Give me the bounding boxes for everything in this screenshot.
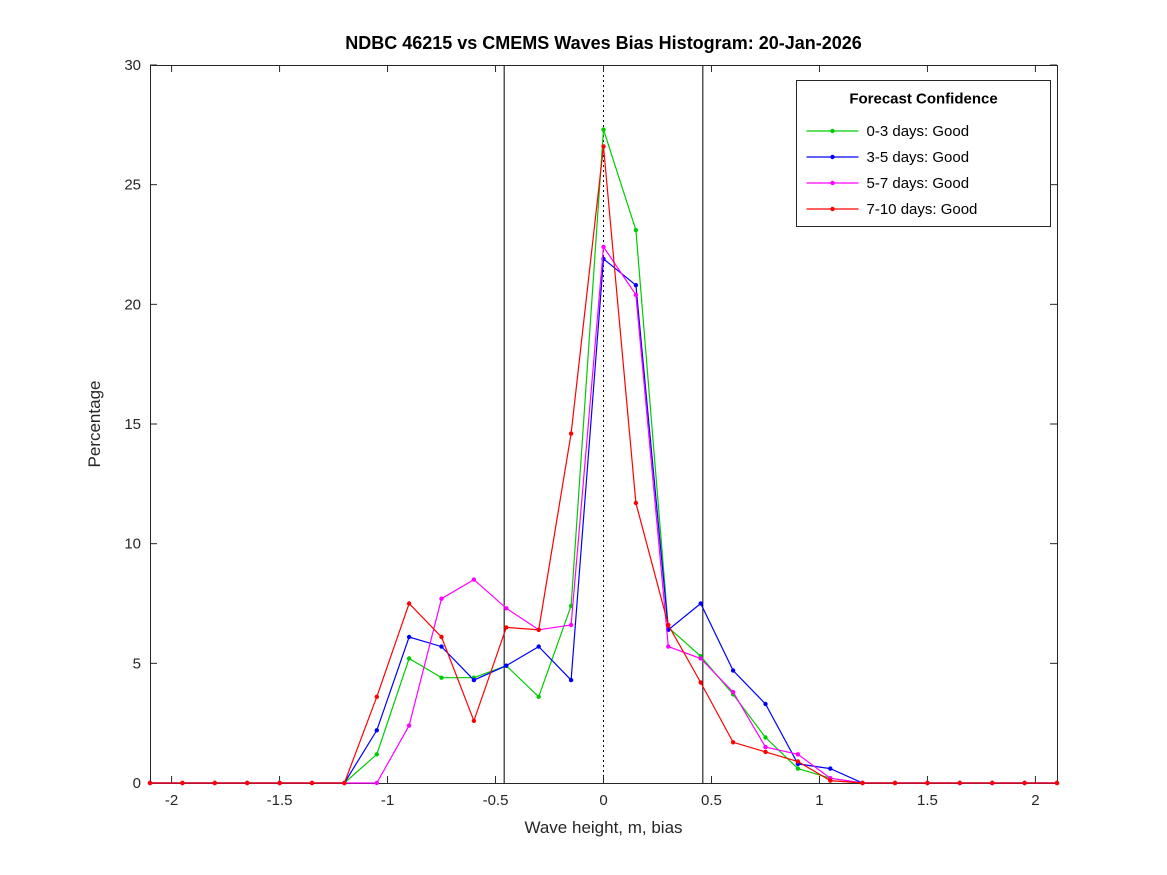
series-marker-1	[406, 634, 412, 640]
series-marker-1	[374, 728, 379, 733]
series-marker-1	[536, 644, 541, 649]
x-tick-label: 2	[1031, 792, 1039, 809]
series-marker-3	[504, 625, 509, 630]
y-tick-label: 20	[124, 296, 141, 313]
legend-swatch-marker-1	[830, 154, 835, 160]
series-marker-3	[633, 500, 639, 506]
series-marker-0	[601, 127, 606, 132]
x-tick-label: -0.5	[483, 792, 509, 809]
series-marker-3	[374, 694, 379, 699]
series-marker-1	[730, 668, 736, 673]
series-marker-2	[568, 622, 574, 628]
series-marker-0	[763, 735, 768, 740]
series-marker-0	[439, 675, 444, 680]
series-marker-2	[763, 744, 768, 750]
series-marker-1	[471, 677, 477, 683]
x-tick-label: 1.5	[917, 792, 938, 809]
y-tick-label: 25	[124, 177, 141, 194]
series-marker-1	[633, 283, 639, 288]
series-marker-2	[633, 292, 639, 297]
legend-item-3: 7-10 days: Good	[867, 201, 978, 218]
series-marker-3	[536, 627, 541, 632]
y-tick-label: 5	[133, 655, 141, 672]
legend-title: Forecast Confidence	[849, 91, 997, 108]
series-marker-1	[698, 601, 703, 606]
series-marker-2	[504, 606, 509, 611]
series-marker-3	[828, 778, 833, 783]
series-marker-2	[666, 644, 671, 649]
series-marker-3	[892, 780, 898, 786]
series-marker-0	[795, 766, 801, 771]
x-tick-label: 1	[815, 792, 823, 809]
series-marker-1	[568, 677, 574, 683]
series-marker-1	[763, 701, 768, 707]
x-tick-label: -2	[165, 792, 178, 809]
series-marker-0	[406, 656, 412, 661]
legend-item-2: 5-7 days: Good	[867, 175, 970, 192]
series-marker-1	[504, 663, 509, 668]
series-marker-2	[795, 752, 801, 757]
y-tick-label: 0	[133, 775, 141, 792]
series-marker-3	[957, 780, 962, 786]
series-marker-3	[245, 780, 250, 786]
series-marker-0	[536, 694, 541, 699]
y-tick-label: 30	[124, 57, 141, 74]
series-marker-3	[180, 780, 185, 786]
series-marker-3	[698, 680, 703, 685]
series-marker-2	[374, 780, 379, 786]
legend-box	[796, 80, 1051, 227]
series-marker-3	[342, 780, 347, 786]
legend-swatch-marker-0	[830, 128, 835, 134]
series-marker-3	[277, 780, 282, 786]
series-marker-3	[212, 780, 217, 786]
x-tick-label: -1	[381, 792, 394, 809]
series-marker-1	[828, 766, 833, 771]
series-marker-2	[730, 689, 736, 695]
series-marker-2	[471, 577, 477, 582]
series-marker-3	[860, 780, 865, 786]
chart-title: NDBC 46215 vs CMEMS Waves Bias Histogram…	[345, 33, 862, 53]
x-axis-label: Wave height, m, bias	[524, 818, 683, 837]
series-marker-2	[406, 723, 412, 728]
series-marker-3	[795, 759, 801, 764]
series-marker-3	[147, 780, 153, 786]
series-marker-3	[763, 749, 768, 755]
series-line-2	[150, 245, 1057, 784]
series-marker-3	[666, 622, 671, 628]
series-marker-2	[698, 656, 703, 661]
x-tick-label: -1.5	[267, 792, 293, 809]
y-tick-label: 10	[124, 536, 141, 553]
series-marker-2	[439, 596, 444, 601]
series-marker-3	[925, 780, 930, 786]
legend-item-1: 3-5 days: Good	[867, 149, 970, 166]
series-marker-3	[309, 780, 315, 786]
series-marker-3	[471, 718, 477, 723]
series-marker-3	[568, 431, 574, 436]
series-marker-2	[601, 244, 606, 250]
series-marker-3	[601, 144, 606, 149]
x-tick-label: 0	[599, 792, 607, 809]
series-marker-3	[439, 634, 444, 640]
series-marker-3	[730, 740, 736, 745]
legend-swatch-marker-2	[830, 180, 835, 186]
series-marker-3	[990, 780, 995, 786]
series-marker-0	[374, 752, 379, 757]
y-tick-label: 15	[124, 416, 141, 433]
series-marker-3	[1022, 780, 1027, 786]
legend-item-0: 0-3 days: Good	[867, 123, 970, 140]
series-marker-0	[633, 227, 639, 233]
x-tick-label: 0.5	[701, 792, 722, 809]
legend-swatch-marker-3	[830, 206, 835, 212]
series-marker-3	[406, 601, 412, 606]
series-marker-1	[439, 644, 444, 649]
series-marker-3	[1054, 780, 1060, 786]
